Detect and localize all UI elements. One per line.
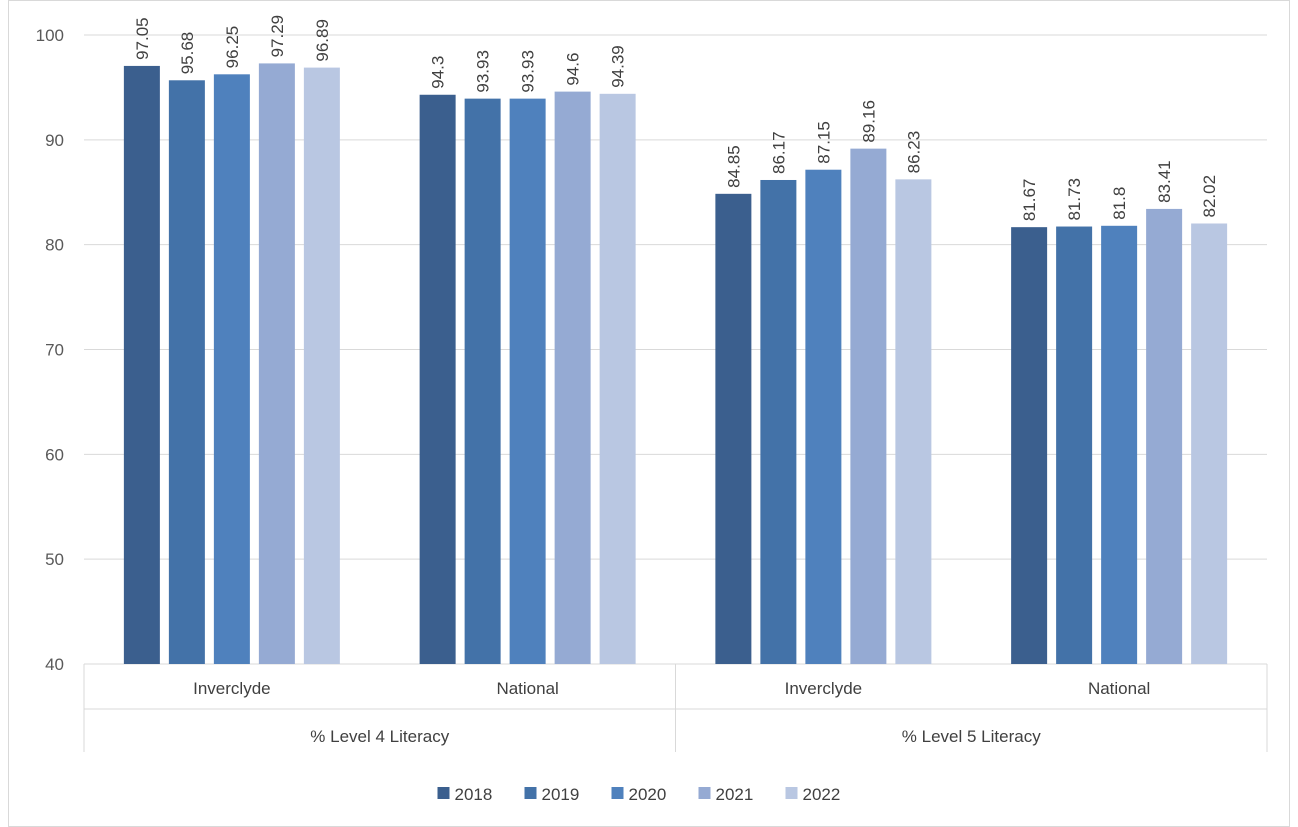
bar bbox=[168, 80, 205, 664]
category-label: National bbox=[496, 679, 558, 698]
data-label: 94.3 bbox=[429, 56, 448, 89]
bar bbox=[509, 98, 546, 664]
y-tick-label: 100 bbox=[36, 26, 64, 45]
data-label: 86.23 bbox=[904, 131, 923, 174]
bar bbox=[760, 179, 797, 664]
y-tick-label: 90 bbox=[45, 131, 64, 150]
data-label: 94.6 bbox=[564, 53, 583, 86]
y-tick-label: 50 bbox=[45, 550, 64, 569]
legend-label: 2022 bbox=[803, 785, 841, 804]
data-label: 82.02 bbox=[1200, 175, 1219, 218]
data-label: 81.8 bbox=[1110, 187, 1129, 220]
y-tick-label: 40 bbox=[45, 655, 64, 674]
bar bbox=[1011, 227, 1048, 665]
bar bbox=[850, 148, 887, 664]
bar bbox=[123, 65, 160, 664]
y-tick-label: 80 bbox=[45, 236, 64, 255]
category-label: National bbox=[1088, 679, 1150, 698]
legend-swatch bbox=[611, 787, 624, 799]
data-label: 97.05 bbox=[133, 17, 152, 60]
data-label: 84.85 bbox=[724, 145, 743, 188]
legend-label: 2019 bbox=[542, 785, 580, 804]
bar bbox=[715, 193, 752, 664]
bar bbox=[805, 169, 842, 665]
bar bbox=[895, 179, 932, 664]
y-tick-label: 60 bbox=[45, 445, 64, 464]
bar bbox=[1146, 208, 1183, 664]
data-label: 97.29 bbox=[268, 15, 287, 58]
bar bbox=[554, 91, 591, 665]
bar bbox=[213, 74, 250, 664]
data-label: 96.25 bbox=[223, 26, 242, 69]
data-label: 95.68 bbox=[178, 32, 197, 75]
y-tick-label: 70 bbox=[45, 341, 64, 360]
data-label: 94.39 bbox=[609, 45, 628, 88]
data-label: 83.41 bbox=[1155, 160, 1174, 203]
bar bbox=[1191, 223, 1228, 664]
bar bbox=[303, 67, 340, 665]
bar bbox=[419, 94, 456, 664]
data-label: 81.67 bbox=[1020, 179, 1039, 222]
data-label: 86.17 bbox=[769, 131, 788, 174]
legend-swatch bbox=[524, 787, 537, 799]
legend-swatch bbox=[437, 787, 450, 799]
data-label: 87.15 bbox=[814, 121, 833, 164]
data-label: 96.89 bbox=[313, 19, 332, 62]
bar bbox=[258, 63, 295, 664]
bar bbox=[464, 98, 501, 664]
legend-label: 2020 bbox=[629, 785, 667, 804]
legend-label: 2018 bbox=[455, 785, 493, 804]
legend-label: 2021 bbox=[716, 785, 754, 804]
legend-swatch bbox=[785, 787, 798, 799]
category-label: Inverclyde bbox=[193, 679, 270, 698]
bar bbox=[1101, 225, 1138, 664]
data-label: 93.93 bbox=[474, 50, 493, 93]
legend-swatch bbox=[698, 787, 711, 799]
bar bbox=[1056, 226, 1093, 664]
data-label: 89.16 bbox=[859, 100, 878, 143]
data-label: 93.93 bbox=[519, 50, 538, 93]
group-label: % Level 5 Literacy bbox=[902, 727, 1041, 746]
group-label: % Level 4 Literacy bbox=[310, 727, 449, 746]
category-label: Inverclyde bbox=[785, 679, 862, 698]
data-label: 81.73 bbox=[1065, 178, 1084, 221]
bar bbox=[599, 93, 636, 664]
